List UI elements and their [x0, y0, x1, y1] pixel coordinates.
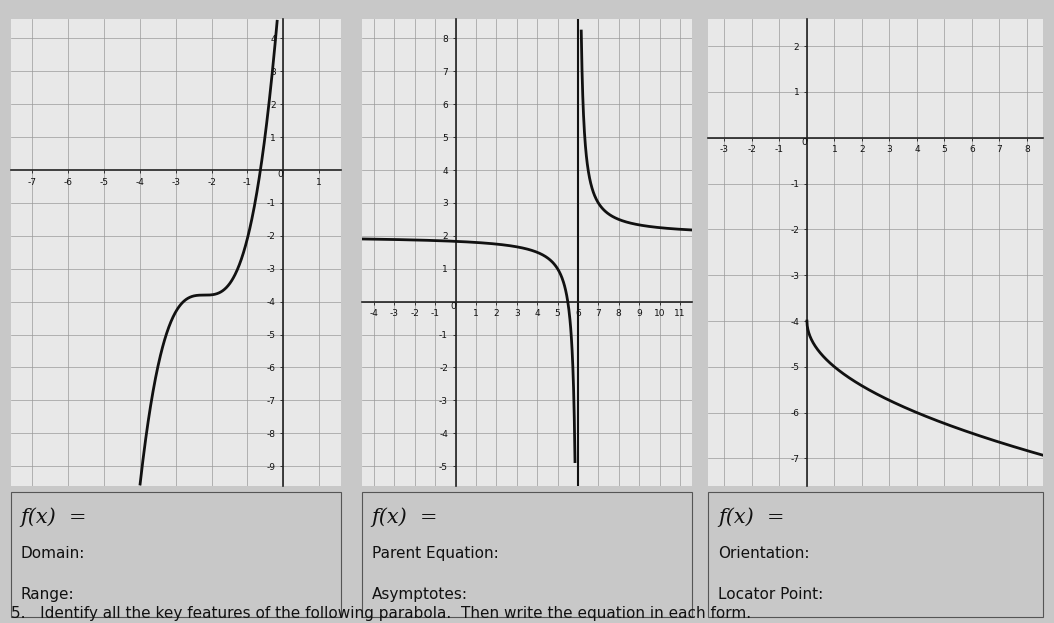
Text: 0: 0	[801, 138, 807, 147]
Text: f(x)  =: f(x) =	[718, 507, 784, 527]
Text: 0: 0	[277, 170, 284, 179]
Text: Parent Equation:: Parent Equation:	[372, 546, 499, 561]
Text: 5.   Identify all the key features of the following parabola.  Then write the eq: 5. Identify all the key features of the …	[11, 606, 750, 621]
Text: Locator Point:: Locator Point:	[718, 587, 823, 602]
Text: Orientation:: Orientation:	[718, 546, 809, 561]
Text: f(x)  =: f(x) =	[20, 507, 86, 527]
Text: Range:: Range:	[20, 587, 74, 602]
Text: Asymptotes:: Asymptotes:	[372, 587, 468, 602]
Text: f(x)  =: f(x) =	[372, 507, 438, 527]
Text: 0: 0	[450, 302, 455, 311]
Text: Domain:: Domain:	[20, 546, 84, 561]
